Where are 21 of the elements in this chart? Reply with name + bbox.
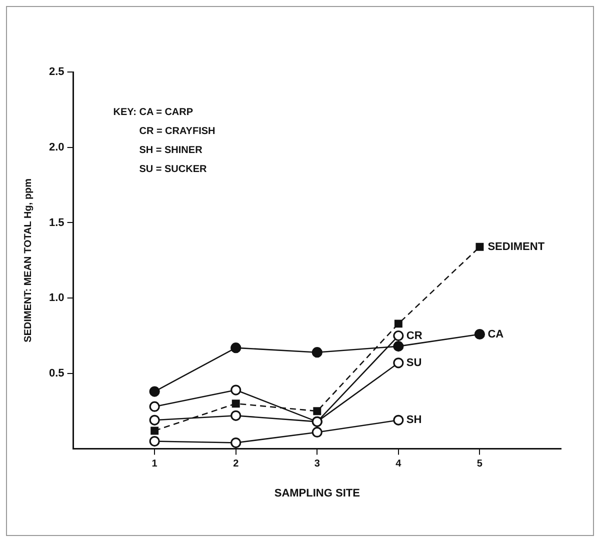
annotation: SH = SHINER xyxy=(139,144,204,156)
series-label: SU xyxy=(406,356,422,369)
annotation: CR = CRAYFISH xyxy=(139,126,216,137)
x-tick-label: 4 xyxy=(396,458,402,470)
y-tick-label: 0.5 xyxy=(48,367,64,380)
series-label: SH xyxy=(406,414,422,426)
y-tick-label: 1.0 xyxy=(48,292,64,304)
x-tick-label: 5 xyxy=(476,458,483,470)
series-label: CR xyxy=(406,330,422,342)
annotation: SU = SUCKER xyxy=(139,164,208,175)
y-tick-label: 2.5 xyxy=(48,66,64,78)
x-tick-label: 3 xyxy=(314,458,320,470)
x-axis-title: SAMPLING SITE xyxy=(274,487,360,500)
y-axis-title: SEDIMENT: MEAN TOTAL Hg, ppm xyxy=(22,178,34,342)
series-label: SEDIMENT xyxy=(488,240,545,253)
x-tick-label: 2 xyxy=(233,458,240,470)
annotation: KEY: CA = CARP xyxy=(113,106,194,118)
y-tick-label: 1.5 xyxy=(48,216,64,229)
x-tick-label: 1 xyxy=(152,458,158,470)
series-label: CA xyxy=(488,328,504,340)
y-tick-label: 2.0 xyxy=(48,141,64,154)
